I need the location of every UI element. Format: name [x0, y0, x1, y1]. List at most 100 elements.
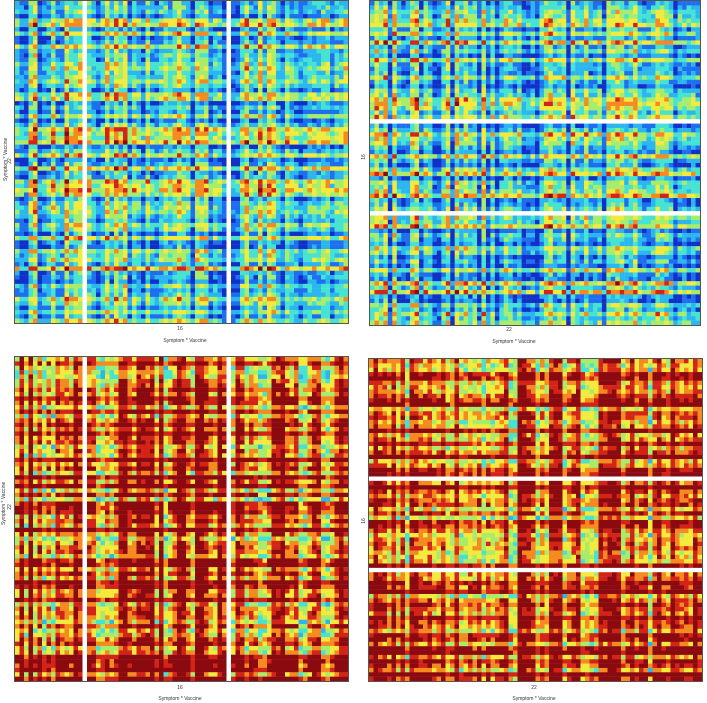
- heatmap-cell: [195, 266, 200, 271]
- heatmap-cell: [240, 9, 245, 15]
- heatmap-cell: [285, 83, 290, 89]
- heatmap-cell: [253, 257, 259, 263]
- heatmap-cell: [42, 66, 47, 71]
- heatmap-cell: [123, 262, 128, 267]
- heatmap-cell: [289, 92, 295, 97]
- heatmap-cell: [82, 70, 88, 76]
- heatmap-cell: [244, 35, 250, 41]
- heatmap-cell: [294, 53, 299, 58]
- heatmap-cell: [222, 35, 227, 41]
- heatmap-cell: [127, 140, 133, 145]
- heatmap-cell: [37, 153, 43, 158]
- heatmap-cell: [339, 66, 344, 71]
- heatmap-cell: [222, 227, 227, 232]
- heatmap-cell: [69, 105, 74, 110]
- heatmap-cell: [46, 262, 52, 267]
- heatmap-cell: [19, 183, 25, 189]
- heatmap-cell: [96, 157, 101, 163]
- heatmap-cell: [127, 92, 133, 97]
- heatmap-cell: [339, 118, 344, 124]
- heatmap-cell: [222, 92, 227, 97]
- heatmap-cell: [159, 231, 164, 237]
- heatmap-cell: [298, 253, 304, 258]
- heatmap-cell: [141, 175, 146, 180]
- heatmap-cell: [294, 144, 299, 150]
- heatmap-cell: [181, 135, 187, 141]
- heatmap-cell: [339, 253, 344, 258]
- heatmap-cell: [213, 5, 218, 10]
- heatmap-cell: [253, 135, 259, 141]
- heatmap-cell: [159, 257, 164, 263]
- heatmap-cell: [127, 83, 133, 89]
- heatmap-cell: [231, 201, 236, 206]
- heatmap-cell: [64, 35, 70, 41]
- heatmap-cell: [226, 66, 232, 71]
- heatmap-cell: [226, 92, 232, 97]
- heatmap-cell: [235, 183, 241, 189]
- heatmap-cell: [334, 144, 340, 150]
- heatmap-cell: [271, 209, 277, 215]
- heatmap-cell: [118, 140, 124, 145]
- heatmap-cell: [262, 166, 268, 171]
- heatmap-cell: [231, 218, 236, 224]
- heatmap-cell: [226, 240, 232, 245]
- heatmap-cell: [109, 105, 115, 110]
- heatmap-cell: [217, 231, 223, 237]
- heatmap-cell: [249, 283, 254, 289]
- heatmap-cell: [141, 148, 146, 154]
- heatmap-cell: [19, 249, 25, 254]
- heatmap-cell: [163, 218, 169, 224]
- heatmap-cell: [55, 249, 61, 254]
- heatmap-cell: [330, 14, 335, 19]
- heatmap-cell: [271, 118, 277, 124]
- heatmap-cell: [235, 101, 241, 106]
- heatmap-cell: [186, 14, 191, 19]
- heatmap-cell: [150, 122, 155, 128]
- heatmap-cell: [64, 209, 70, 215]
- heatmap-cell: [132, 79, 137, 84]
- heatmap-cell: [87, 109, 92, 115]
- heatmap-cell: [78, 66, 83, 71]
- heatmap-cell: [330, 188, 335, 193]
- heatmap-cell: [69, 231, 74, 237]
- heatmap-cell: [195, 188, 200, 193]
- heatmap-cell: [159, 131, 164, 137]
- heatmap-cell: [19, 279, 25, 285]
- heatmap-cell: [204, 53, 209, 58]
- heatmap-cell: [64, 222, 70, 228]
- heatmap-cell: [28, 214, 34, 219]
- heatmap-cell: [123, 153, 128, 158]
- heatmap-cell: [330, 153, 335, 158]
- heatmap-cell: [190, 222, 196, 228]
- heatmap-cell: [298, 279, 304, 285]
- heatmap-cell: [343, 70, 348, 76]
- heatmap-cell: [289, 170, 295, 176]
- heatmap-cell: [280, 109, 286, 115]
- heatmap-cell: [249, 79, 254, 84]
- heatmap-cell: [271, 166, 277, 171]
- heatmap-cell: [226, 14, 232, 19]
- heatmap-cell: [339, 105, 344, 110]
- heatmap-cell: [33, 57, 38, 63]
- heatmap-cell: [235, 96, 241, 102]
- heatmap-cell: [307, 266, 313, 271]
- heatmap-cell: [55, 131, 61, 137]
- heatmap-cell: [114, 9, 119, 15]
- heatmap-cell: [280, 44, 286, 50]
- heatmap-cell: [303, 257, 308, 263]
- heatmap-cell: [267, 135, 272, 141]
- heatmap-cell: [325, 227, 331, 232]
- heatmap-cell: [307, 148, 313, 154]
- heatmap-cell: [73, 9, 79, 15]
- heatmap-cell: [163, 70, 169, 76]
- heatmap-cell: [276, 175, 281, 180]
- heatmap-cell: [244, 249, 250, 254]
- heatmap-cell: [190, 74, 196, 80]
- heatmap-cell: [114, 57, 119, 63]
- heatmap-cell: [73, 292, 79, 298]
- heatmap-cell: [222, 153, 227, 158]
- heatmap-cell: [33, 205, 38, 211]
- heatmap-cell: [150, 249, 155, 254]
- heatmap-cell: [69, 61, 74, 67]
- heatmap-cell: [87, 196, 92, 202]
